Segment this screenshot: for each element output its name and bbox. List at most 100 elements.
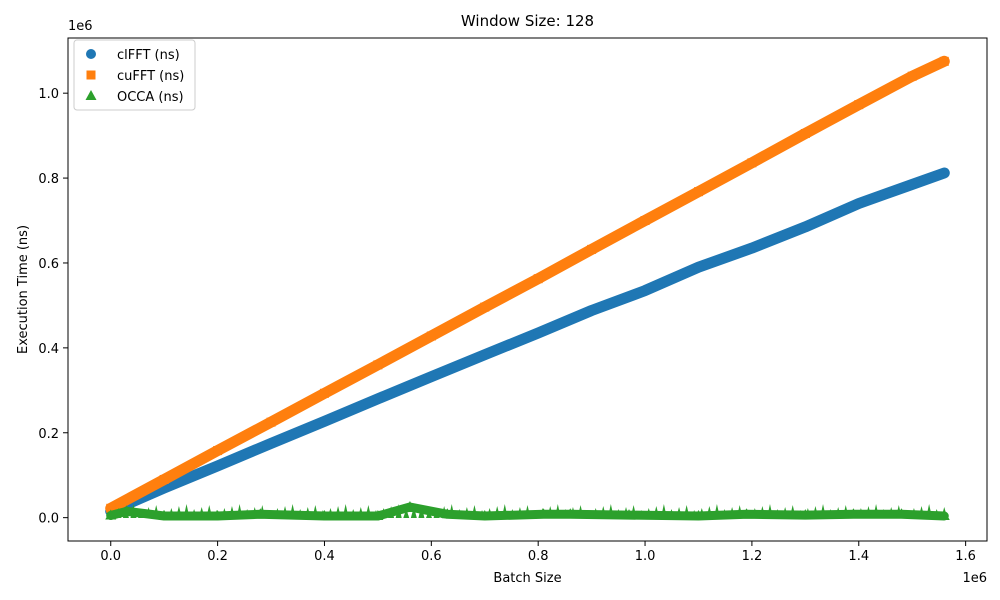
series-spike	[365, 504, 372, 518]
data-point	[318, 509, 330, 520]
data-point	[533, 274, 543, 284]
data-point	[907, 179, 918, 190]
series-spike	[198, 506, 205, 518]
series-spike	[304, 506, 311, 518]
series-spike	[388, 505, 395, 518]
data-point	[372, 509, 384, 520]
series-spike	[918, 505, 925, 518]
series-spike	[244, 508, 251, 518]
y-tick-label: 0.4	[38, 342, 59, 357]
series-spike	[456, 508, 463, 518]
series-spike	[615, 508, 622, 518]
series-spike	[221, 507, 228, 518]
series-spike	[547, 505, 554, 518]
data-point	[907, 71, 917, 81]
data-point	[741, 508, 753, 519]
series-band	[105, 55, 950, 514]
x-tick-label: 0.6	[421, 549, 442, 564]
data-point	[747, 158, 757, 168]
series-spike	[683, 504, 690, 518]
data-point	[938, 509, 950, 520]
x-axis-offset-label: 1e6	[962, 571, 987, 586]
legend: clFFT (ns) cuFFT (ns) OCCA (ns)	[73, 39, 196, 111]
series-spike	[910, 507, 917, 518]
x-tick-label: 0.8	[528, 549, 549, 564]
data-point	[939, 56, 949, 66]
series-spike	[820, 503, 827, 518]
data-point	[319, 416, 330, 427]
chart-title: Window Size: 128	[461, 12, 594, 30]
data-point	[564, 508, 576, 519]
series-spike	[577, 504, 584, 518]
data-point	[212, 509, 224, 520]
data-point	[587, 244, 597, 254]
series-spike	[115, 507, 122, 518]
series-spike	[706, 505, 713, 518]
series-spike	[888, 506, 895, 518]
series-spike	[736, 504, 743, 518]
series-spike	[471, 504, 478, 518]
series-spike	[153, 504, 160, 518]
data-point	[106, 503, 116, 513]
data-point	[213, 446, 223, 456]
series-spike	[357, 506, 364, 518]
series-spike	[812, 505, 819, 518]
series-2	[105, 501, 950, 521]
x-tick-label: 0.2	[207, 549, 228, 564]
series-spike	[138, 508, 145, 518]
data-point	[533, 328, 544, 339]
x-tick-label: 0.0	[100, 549, 121, 564]
series-spike	[335, 505, 342, 518]
y-axis-offset-label: 1e6	[68, 19, 93, 34]
data-point	[212, 460, 223, 471]
series-spike	[282, 505, 289, 518]
plot-marks	[105, 55, 950, 521]
data-point	[480, 302, 490, 312]
y-tick-label: 0.6	[38, 257, 59, 272]
legend-label: cuFFT (ns)	[117, 69, 184, 84]
series-band	[105, 167, 950, 517]
data-point	[372, 393, 383, 404]
series-spike	[145, 506, 152, 518]
data-point	[939, 167, 950, 178]
data-point	[896, 508, 908, 519]
legend-marker	[85, 90, 97, 100]
series-spike	[585, 509, 592, 518]
data-point	[373, 360, 383, 370]
series-spike	[312, 504, 319, 518]
series-spike	[607, 503, 614, 518]
data-point	[426, 371, 437, 382]
data-point	[121, 505, 133, 516]
data-point	[538, 508, 550, 519]
series-spike	[191, 508, 198, 518]
data-point	[254, 508, 266, 519]
series-spike	[418, 504, 425, 518]
x-tick-label: 0.4	[314, 549, 335, 564]
y-tick-label: 0.0	[38, 512, 59, 527]
series-spike	[759, 505, 766, 518]
series-spike	[933, 508, 940, 518]
x-axis-label: Batch Size	[493, 571, 561, 586]
y-axis-ticks: 0.0 0.2 0.4 0.6 0.8 1.0	[38, 87, 68, 527]
series-spike	[880, 508, 887, 518]
series-spike	[729, 506, 736, 518]
legend-label: clFFT (ns)	[117, 48, 180, 63]
series-spike	[835, 506, 842, 518]
data-point	[853, 198, 864, 209]
series-spike	[873, 503, 880, 518]
series-spike	[766, 503, 773, 518]
series-spike	[600, 505, 607, 518]
series-spike	[509, 508, 516, 518]
series-spike	[266, 509, 273, 518]
series-1	[105, 55, 950, 514]
data-point	[847, 508, 859, 519]
data-point	[586, 305, 597, 316]
series-spike	[653, 505, 660, 518]
data-point	[105, 509, 117, 520]
y-tick-label: 1.0	[38, 87, 59, 102]
series-spike	[274, 507, 281, 518]
data-point	[640, 216, 650, 226]
series-spike	[721, 508, 728, 518]
legend-box	[73, 39, 196, 111]
series-spike	[425, 509, 432, 518]
